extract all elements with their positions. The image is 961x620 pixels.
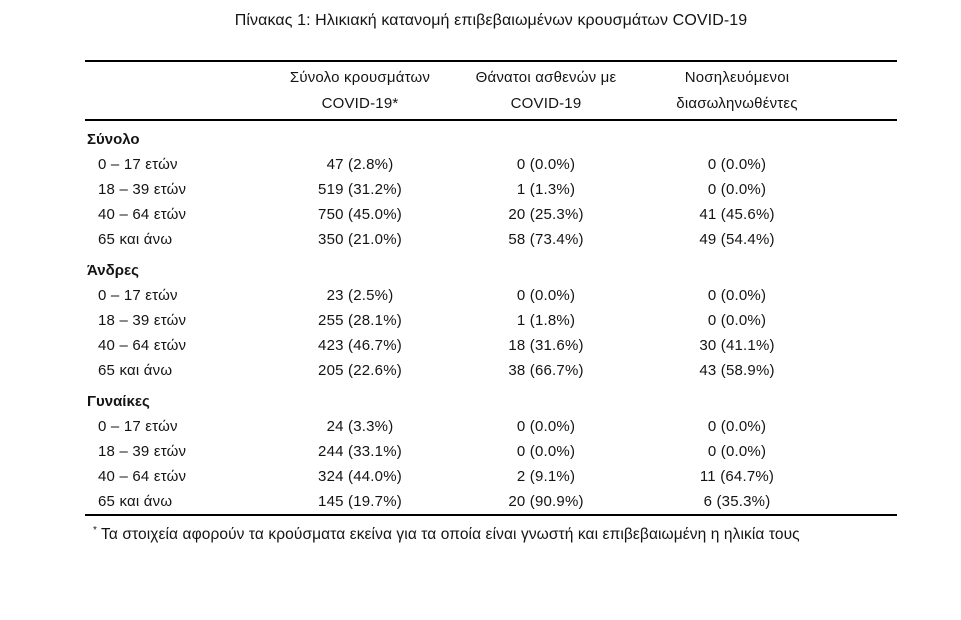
cases-cell: 244 (33.1%) [318, 442, 402, 460]
footnote: * Τα στοιχεία αφορούν τα κρούσματα εκείνα… [85, 521, 897, 545]
section-header-women: Γυναίκες [87, 392, 150, 410]
row-label: 65 και άνω [98, 230, 173, 248]
row-label: 0 – 17 ετών [98, 155, 178, 173]
table-row: 0 – 17 ετών 24 (3.3%) 0 (0.0%) 0 (0.0%) [85, 414, 897, 439]
deaths-cell: 1 (1.3%) [516, 180, 576, 198]
deaths-cell: 20 (90.9%) [508, 492, 584, 510]
intubated-cell: 0 (0.0%) [707, 311, 767, 329]
column-header-deaths: Θάνατοι ασθενών με COVID-19 [455, 65, 637, 117]
deaths-cell: 20 (25.3%) [508, 205, 584, 223]
table-row: 65 και άνω 205 (22.6%) 38 (66.7%) 43 (58… [85, 358, 897, 383]
row-label: 0 – 17 ετών [98, 286, 178, 304]
cases-cell: 145 (19.7%) [318, 492, 402, 510]
cases-cell: 255 (28.1%) [318, 311, 402, 329]
row-label: 40 – 64 ετών [98, 467, 187, 485]
intubated-cell: 41 (45.6%) [699, 205, 775, 223]
cases-cell: 47 (2.8%) [326, 155, 394, 173]
intubated-cell: 0 (0.0%) [707, 286, 767, 304]
table-row: 0 – 17 ετών 23 (2.5%) 0 (0.0%) 0 (0.0%) [85, 283, 897, 308]
deaths-cell: 0 (0.0%) [516, 155, 576, 173]
intubated-cell: 43 (58.9%) [699, 361, 775, 379]
cases-cell: 350 (21.0%) [318, 230, 402, 248]
cases-cell: 23 (2.5%) [326, 286, 394, 304]
cases-cell: 205 (22.6%) [318, 361, 402, 379]
table-row: 18 – 39 ετών 255 (28.1%) 1 (1.8%) 0 (0.0… [85, 308, 897, 333]
table-title: Πίνακας 1: Ηλικιακή κατανομή επιβεβαιωμέ… [234, 12, 748, 29]
column-header-line: COVID-19 [510, 94, 582, 112]
table-bottom-rule [85, 513, 897, 516]
table-row: 40 – 64 ετών 423 (46.7%) 18 (31.6%) 30 (… [85, 333, 897, 358]
row-label: 65 και άνω [98, 492, 173, 510]
section-header-men: Άνδρες [87, 261, 139, 279]
table-row: 18 – 39 ετών 244 (33.1%) 0 (0.0%) 0 (0.0… [85, 439, 897, 464]
row-label: 40 – 64 ετών [98, 205, 187, 223]
row-label: 18 – 39 ετών [98, 442, 187, 460]
footnote-marker: * [93, 524, 97, 536]
footnote-text: Τα στοιχεία αφορούν τα κρούσματα εκείνα … [101, 525, 800, 543]
column-header-line: διασωληνωθέντες [676, 94, 798, 112]
intubated-cell: 0 (0.0%) [707, 442, 767, 460]
intubated-cell: 11 (64.7%) [699, 467, 775, 485]
column-header-line: Θάνατοι ασθενών με [475, 68, 617, 86]
intubated-cell: 0 (0.0%) [707, 417, 767, 435]
table-header-row: Σύνολο κρουσμάτων COVID-19* Θάνατοι ασθε… [85, 62, 897, 119]
intubated-cell: 0 (0.0%) [707, 155, 767, 173]
table-row: 0 – 17 ετών 47 (2.8%) 0 (0.0%) 0 (0.0%) [85, 152, 897, 177]
intubated-cell: 6 (35.3%) [703, 492, 771, 510]
column-header-line: COVID-19* [321, 94, 399, 112]
deaths-cell: 0 (0.0%) [516, 417, 576, 435]
table-row: 65 και άνω 350 (21.0%) 58 (73.4%) 49 (54… [85, 227, 897, 252]
deaths-cell: 0 (0.0%) [516, 286, 576, 304]
deaths-cell: 58 (73.4%) [508, 230, 584, 248]
intubated-cell: 0 (0.0%) [707, 180, 767, 198]
deaths-cell: 2 (9.1%) [516, 467, 576, 485]
row-label: 65 και άνω [98, 361, 173, 379]
deaths-cell: 18 (31.6%) [508, 336, 584, 354]
cases-cell: 324 (44.0%) [318, 467, 402, 485]
table-header-rule [85, 119, 897, 121]
intubated-cell: 30 (41.1%) [699, 336, 775, 354]
column-header-line: Σύνολο κρουσμάτων [289, 68, 431, 86]
document-body: Πίνακας 1: Ηλικιακή κατανομή επιβεβαιωμέ… [85, 10, 897, 545]
cases-cell: 519 (31.2%) [318, 180, 402, 198]
cases-cell: 750 (45.0%) [318, 205, 402, 223]
cases-cell: 423 (46.7%) [318, 336, 402, 354]
cases-cell: 24 (3.3%) [326, 417, 394, 435]
deaths-cell: 1 (1.8%) [516, 311, 576, 329]
column-header-line: Νοσηλευόμενοι [684, 68, 790, 86]
table-row: 40 – 64 ετών 324 (44.0%) 2 (9.1%) 11 (64… [85, 464, 897, 489]
table-row: 18 – 39 ετών 519 (31.2%) 1 (1.3%) 0 (0.0… [85, 177, 897, 202]
row-label: 40 – 64 ετών [98, 336, 187, 354]
table-row: 65 και άνω 145 (19.7%) 20 (90.9%) 6 (35.… [85, 489, 897, 514]
deaths-cell: 0 (0.0%) [516, 442, 576, 460]
section-header-total: Σύνολο [87, 130, 140, 148]
row-label: 0 – 17 ετών [98, 417, 178, 435]
deaths-cell: 38 (66.7%) [508, 361, 584, 379]
table-row: 40 – 64 ετών 750 (45.0%) 20 (25.3%) 41 (… [85, 202, 897, 227]
intubated-cell: 49 (54.4%) [699, 230, 775, 248]
table-top-rule [85, 60, 897, 62]
covid-age-table: Σύνολο κρουσμάτων COVID-19* Θάνατοι ασθε… [85, 60, 897, 516]
column-header-total-cases: Σύνολο κρουσμάτων COVID-19* [265, 65, 455, 117]
row-label: 18 – 39 ετών [98, 311, 187, 329]
column-header-intubated: Νοσηλευόμενοι διασωληνωθέντες [637, 65, 837, 117]
row-label: 18 – 39 ετών [98, 180, 187, 198]
